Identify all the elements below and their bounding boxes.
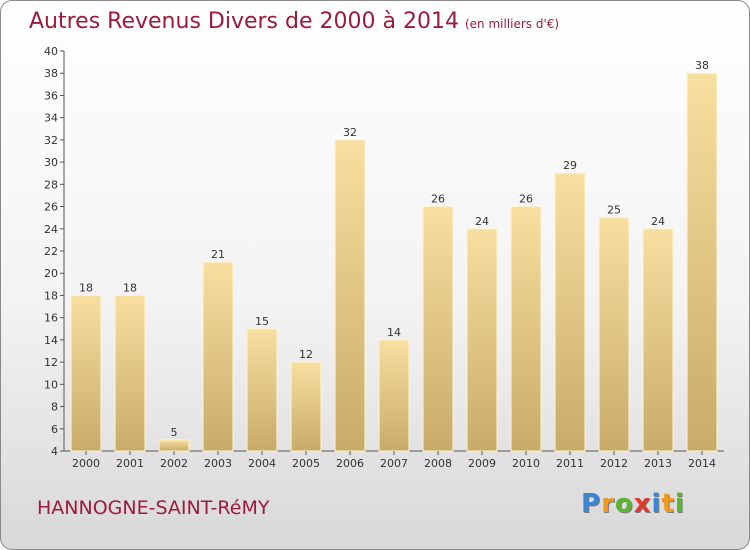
commune-name: HANNOGNE-SAINT-RéMY [37, 497, 270, 519]
bar-value-label: 32 [343, 126, 357, 139]
y-tick-label: 24 [44, 223, 58, 236]
x-tick-label: 2011 [556, 457, 584, 470]
bar-2013 [642, 228, 674, 452]
bar-value-label: 25 [607, 204, 621, 217]
bar-value-label: 18 [79, 281, 93, 294]
bar-2011 [554, 172, 586, 452]
bar-2008 [422, 206, 454, 452]
bar-2005 [290, 361, 322, 452]
y-tick-label: 40 [44, 45, 58, 58]
x-tick-label: 2005 [292, 457, 320, 470]
x-tick-label: 2013 [644, 457, 672, 470]
bar-2006 [334, 139, 366, 452]
bar-value-label: 21 [211, 248, 225, 261]
logo-letter: i [651, 489, 662, 519]
x-tick-label: 2006 [336, 457, 364, 470]
logo-letter: r [601, 489, 615, 519]
y-tick-label: 22 [44, 245, 58, 258]
y-tick-label: 16 [44, 312, 58, 325]
logo-letter: x [633, 489, 652, 519]
chart-title-unit: (en milliers d'€) [464, 17, 560, 31]
y-tick-label: 4 [51, 445, 58, 458]
y-tick-label: 12 [44, 356, 58, 369]
bar-2010 [510, 206, 542, 452]
bar-value-label: 12 [299, 348, 313, 361]
y-tick-label: 36 [44, 89, 58, 102]
y-tick-label: 14 [44, 334, 58, 347]
bar-2002 [158, 439, 190, 452]
y-tick-label: 10 [44, 378, 58, 391]
y-tick-label: 8 [51, 401, 58, 414]
bar-2007 [378, 339, 410, 452]
bar-value-label: 15 [255, 315, 269, 328]
chart-title-text: Autres Revenus Divers de 2000 à 2014 [29, 9, 459, 34]
proxiti-logo: Proxiti [581, 489, 685, 519]
x-tick-label: 2003 [204, 457, 232, 470]
bar-value-label: 24 [475, 215, 489, 228]
bar-value-label: 5 [171, 426, 178, 439]
y-tick-label: 18 [44, 289, 58, 302]
y-tick-label: 38 [44, 67, 58, 80]
logo-letter: P [581, 489, 602, 519]
x-tick-label: 2008 [424, 457, 452, 470]
x-tick-label: 2009 [468, 457, 496, 470]
y-tick-label: 28 [44, 178, 58, 191]
y-tick-label: 20 [44, 267, 58, 280]
y-tick-label: 26 [44, 201, 58, 214]
logo-letter: i [674, 489, 685, 519]
bar-value-label: 26 [431, 193, 445, 206]
bar-value-label: 14 [387, 326, 401, 339]
bar-value-label: 29 [563, 159, 577, 172]
bar-2004 [246, 328, 278, 452]
bar-2012 [598, 217, 630, 452]
logo-letter: t [661, 489, 675, 519]
bar-2009 [466, 228, 498, 452]
x-tick-label: 2007 [380, 457, 408, 470]
bar-value-label: 38 [695, 59, 709, 72]
chart-title: Autres Revenus Divers de 2000 à 2014 (en … [29, 9, 559, 34]
x-tick-label: 2002 [160, 457, 188, 470]
bar-2000 [70, 294, 102, 452]
logo-letter: o [614, 489, 634, 519]
y-tick-label: 32 [44, 134, 58, 147]
bar-value-label: 24 [651, 215, 665, 228]
y-tick-label: 30 [44, 156, 58, 169]
bar-value-label: 26 [519, 193, 533, 206]
x-tick-label: 2004 [248, 457, 276, 470]
bar-2003 [202, 261, 234, 452]
x-tick-label: 2010 [512, 457, 540, 470]
x-tick-label: 2014 [688, 457, 716, 470]
bar-value-label: 18 [123, 281, 137, 294]
x-tick-label: 2012 [600, 457, 628, 470]
x-tick-label: 2001 [116, 457, 144, 470]
bar-2014 [686, 72, 718, 452]
y-tick-label: 6 [51, 423, 58, 436]
y-tick-label: 34 [44, 112, 58, 125]
x-tick-label: 2000 [72, 457, 100, 470]
bar-2001 [114, 294, 146, 452]
